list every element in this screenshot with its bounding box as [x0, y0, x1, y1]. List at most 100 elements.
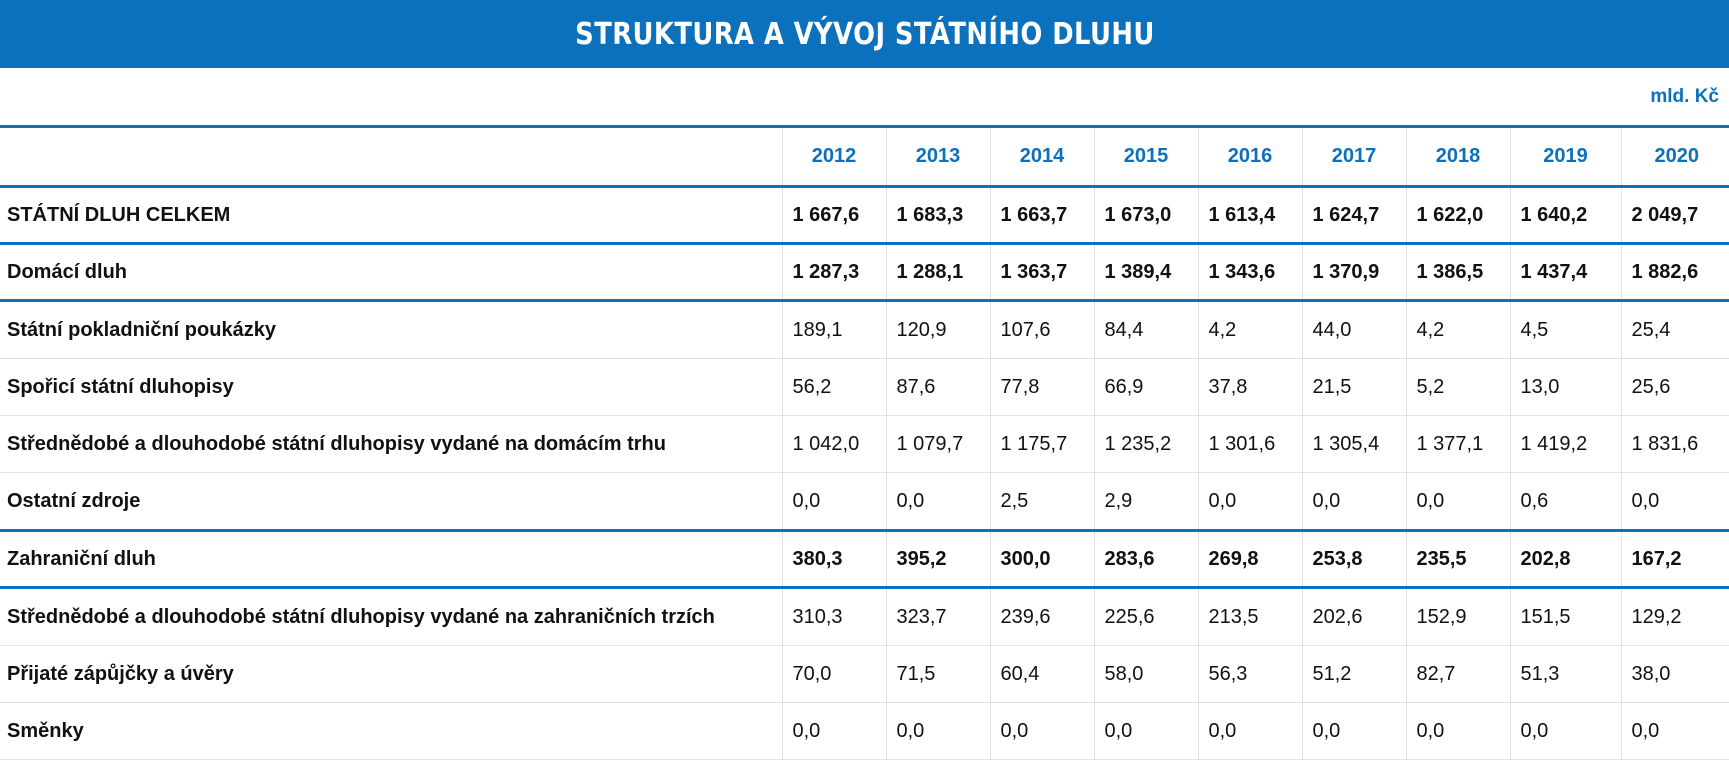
cell-value: 0,0 — [1509, 702, 1621, 760]
year-header: 2017 — [1301, 126, 1406, 188]
cell-value: 151,5 — [1509, 587, 1621, 646]
cell-value: 0,6 — [1509, 472, 1621, 532]
cell-value: 5,2 — [1405, 358, 1510, 416]
cell-value: 107,6 — [989, 300, 1094, 359]
cell-value: 1 673,0 — [1093, 186, 1198, 245]
cell-value: 1 235,2 — [1093, 415, 1198, 473]
cell-value: 25,4 — [1620, 300, 1729, 359]
cell-value: 1 363,7 — [989, 243, 1094, 302]
cell-value: 0,0 — [1405, 472, 1510, 532]
row-label: STÁTNÍ DLUH CELKEM — [0, 186, 782, 245]
cell-value: 269,8 — [1197, 530, 1302, 589]
table-row: Spořicí státní dluhopisy 56,2 87,6 77,8 … — [0, 358, 1729, 416]
row-label: Státní pokladniční poukázky — [0, 300, 782, 359]
cell-value: 0,0 — [885, 702, 990, 760]
cell-value: 1 287,3 — [781, 243, 886, 302]
cell-value: 0,0 — [781, 702, 886, 760]
cell-value: 56,3 — [1197, 645, 1302, 703]
cell-value: 0,0 — [1197, 472, 1302, 532]
cell-value: 58,0 — [1093, 645, 1198, 703]
cell-value: 253,8 — [1301, 530, 1406, 589]
cell-value: 4,2 — [1197, 300, 1302, 359]
cell-value: 1 301,6 — [1197, 415, 1302, 473]
cell-value: 283,6 — [1093, 530, 1198, 589]
cell-value: 239,6 — [989, 587, 1094, 646]
cell-value: 13,0 — [1509, 358, 1621, 416]
cell-value: 323,7 — [885, 587, 990, 646]
table-row: Přijaté zápůjčky a úvěry 70,0 71,5 60,4 … — [0, 645, 1729, 703]
cell-value: 51,3 — [1509, 645, 1621, 703]
year-header: 2015 — [1093, 126, 1198, 188]
cell-value: 235,5 — [1405, 530, 1510, 589]
cell-value: 1 386,5 — [1405, 243, 1510, 302]
cell-value: 87,6 — [885, 358, 990, 416]
cell-value: 44,0 — [1301, 300, 1406, 359]
cell-value: 1 288,1 — [885, 243, 990, 302]
table-row: Směnky 0,0 0,0 0,0 0,0 0,0 0,0 0,0 0,0 0… — [0, 702, 1729, 760]
cell-value: 2 049,7 — [1620, 186, 1729, 245]
cell-value: 2,5 — [989, 472, 1094, 532]
cell-value: 25,6 — [1620, 358, 1729, 416]
cell-value: 1 042,0 — [781, 415, 886, 473]
cell-value: 1 622,0 — [1405, 186, 1510, 245]
cell-value: 60,4 — [989, 645, 1094, 703]
cell-value: 0,0 — [1301, 702, 1406, 760]
cell-value: 1 663,7 — [989, 186, 1094, 245]
table-row-total: STÁTNÍ DLUH CELKEM 1 667,6 1 683,3 1 663… — [0, 186, 1729, 245]
cell-value: 2,9 — [1093, 472, 1198, 532]
cell-value: 0,0 — [1620, 702, 1729, 760]
table-row: Ostatní zdroje 0,0 0,0 2,5 2,9 0,0 0,0 0… — [0, 472, 1729, 532]
table-row-domestic: Domácí dluh 1 287,3 1 288,1 1 363,7 1 38… — [0, 243, 1729, 302]
cell-value: 1 683,3 — [885, 186, 990, 245]
cell-value: 84,4 — [1093, 300, 1198, 359]
row-label: Ostatní zdroje — [0, 472, 782, 532]
table-row: Střednědobé a dlouhodobé státní dluhopis… — [0, 587, 1729, 646]
year-header: 2018 — [1405, 126, 1510, 188]
cell-value: 310,3 — [781, 587, 886, 646]
cell-value: 1 175,7 — [989, 415, 1094, 473]
cell-value: 1 640,2 — [1509, 186, 1621, 245]
row-label: Zahraniční dluh — [0, 530, 782, 589]
cell-value: 1 831,6 — [1620, 415, 1729, 473]
cell-value: 1 370,9 — [1301, 243, 1406, 302]
cell-value: 1 305,4 — [1301, 415, 1406, 473]
cell-value: 56,2 — [781, 358, 886, 416]
cell-value: 1 389,4 — [1093, 243, 1198, 302]
table-row-foreign: Zahraniční dluh 380,3 395,2 300,0 283,6 … — [0, 530, 1729, 589]
cell-value: 38,0 — [1620, 645, 1729, 703]
cell-value: 152,9 — [1405, 587, 1510, 646]
year-header: 2019 — [1509, 126, 1621, 188]
year-header: 2013 — [885, 126, 990, 188]
debt-table: 2012 2013 2014 2015 2016 2017 2018 2019 … — [0, 125, 1729, 760]
cell-value: 202,8 — [1509, 530, 1621, 589]
cell-value: 1 419,2 — [1509, 415, 1621, 473]
cell-value: 225,6 — [1093, 587, 1198, 646]
cell-value: 71,5 — [885, 645, 990, 703]
cell-value: 300,0 — [989, 530, 1094, 589]
cell-value: 51,2 — [1301, 645, 1406, 703]
cell-value: 1 079,7 — [885, 415, 990, 473]
cell-value: 1 343,6 — [1197, 243, 1302, 302]
cell-value: 213,5 — [1197, 587, 1302, 646]
row-label: Domácí dluh — [0, 243, 782, 302]
cell-value: 120,9 — [885, 300, 990, 359]
cell-value: 0,0 — [989, 702, 1094, 760]
cell-value: 380,3 — [781, 530, 886, 589]
cell-value: 1 667,6 — [781, 186, 886, 245]
cell-value: 0,0 — [1093, 702, 1198, 760]
cell-value: 0,0 — [885, 472, 990, 532]
year-header: 2016 — [1197, 126, 1302, 188]
year-header: 2014 — [989, 126, 1094, 188]
row-label: Střednědobé a dlouhodobé státní dluhopis… — [0, 415, 782, 473]
cell-value: 202,6 — [1301, 587, 1406, 646]
title-banner: STRUKTURA A VÝVOJ STÁTNÍHO DLUHU — [0, 0, 1729, 68]
cell-value: 0,0 — [1197, 702, 1302, 760]
cell-value: 0,0 — [1405, 702, 1510, 760]
cell-value: 1 613,4 — [1197, 186, 1302, 245]
unit-label: mld. Kč — [1650, 86, 1719, 107]
cell-value: 70,0 — [781, 645, 886, 703]
cell-value: 4,5 — [1509, 300, 1621, 359]
cell-value: 395,2 — [885, 530, 990, 589]
cell-value: 77,8 — [989, 358, 1094, 416]
cell-value: 37,8 — [1197, 358, 1302, 416]
